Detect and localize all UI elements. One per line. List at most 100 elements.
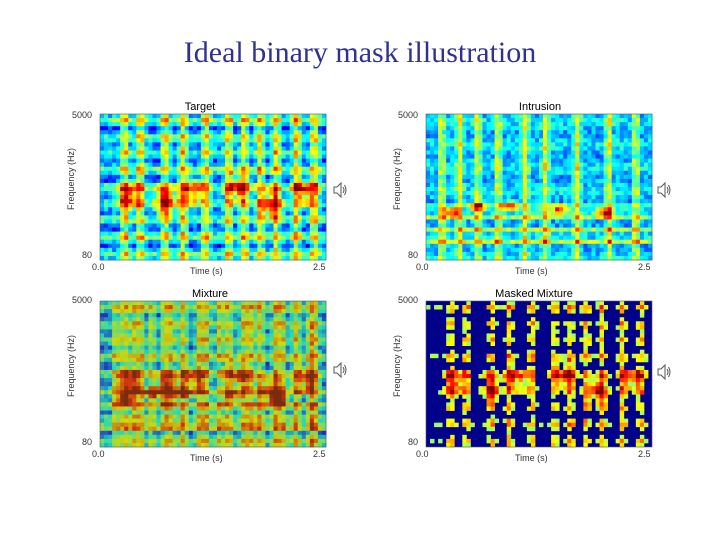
- spectrogram-cell: [120, 426, 125, 432]
- spectrogram-cell: [213, 150, 218, 155]
- spectrogram-cell: [156, 386, 161, 391]
- spectrogram-cell: [603, 162, 609, 168]
- spectrogram-cell: [108, 305, 113, 310]
- spectrogram-cell: [132, 402, 137, 407]
- spectrogram-cell: [253, 118, 258, 123]
- spectrogram-cell: [192, 337, 198, 342]
- spectrogram-cell: [551, 203, 556, 208]
- spectrogram-cell: [108, 422, 113, 428]
- spectrogram-cell: [188, 349, 194, 355]
- spectrogram-cell: [164, 317, 170, 322]
- spectrogram-cell: [446, 166, 451, 172]
- spectrogram-cell: [200, 382, 206, 387]
- spectrogram-cell: [498, 146, 504, 151]
- spectrogram-cell: [120, 126, 125, 131]
- spectrogram-cell: [567, 170, 572, 176]
- spectrogram-cell: [474, 223, 479, 228]
- spectrogram-cell: [128, 134, 133, 139]
- spectrogram-cell: [200, 321, 206, 326]
- spectrogram-cell: [309, 182, 315, 188]
- spectrogram-cell: [269, 255, 274, 261]
- spectrogram-cell: [168, 219, 174, 224]
- spectrogram-cell: [313, 195, 319, 200]
- spectrogram-cell: [269, 195, 274, 200]
- spectrogram-cell: [470, 150, 475, 155]
- spectrogram-cell: [140, 394, 145, 399]
- spectrogram-cell: [647, 174, 653, 180]
- spectrogram-cell: [188, 357, 194, 363]
- spectrogram-cell: [136, 166, 141, 172]
- spectrogram-cell: [522, 178, 528, 184]
- spectrogram-cell: [490, 126, 496, 131]
- spectrogram-cell: [233, 235, 238, 241]
- spectrogram-cell: [136, 235, 141, 241]
- spectrogram-cell: [132, 438, 137, 444]
- spectrogram-cell: [530, 203, 536, 208]
- spectrogram-cell: [196, 329, 202, 334]
- spectrogram-cell: [446, 158, 451, 164]
- spectrogram-cell: [192, 353, 198, 359]
- spectrogram-cell: [152, 239, 157, 245]
- spectrogram-cell: [208, 162, 214, 168]
- spectrogram-cell: [208, 150, 214, 155]
- spectrogram-cell: [140, 235, 145, 241]
- spectrogram-cell: [623, 251, 629, 257]
- spectrogram-cell: [200, 114, 206, 119]
- spectrogram-cell: [124, 329, 129, 334]
- spectrogram-cell: [156, 231, 161, 237]
- spectrogram-cell: [200, 154, 206, 160]
- spectrogram-cell: [172, 170, 178, 176]
- spectrogram-cell: [534, 195, 540, 200]
- spectrogram-cell: [595, 182, 600, 188]
- spectrogram-cell: [534, 203, 540, 208]
- x-tick-start: 0.0: [416, 262, 429, 272]
- spectrogram-cell: [470, 166, 475, 172]
- spectrogram-cell: [176, 138, 182, 143]
- spectrogram-cell: [494, 239, 500, 245]
- spectrogram-cell: [442, 207, 447, 212]
- spectrogram-cell: [611, 138, 617, 143]
- spectrogram-cell: [603, 207, 609, 212]
- spectrogram-cell: [104, 430, 109, 436]
- spectrogram-cell: [502, 118, 508, 123]
- spectrogram-cell: [148, 369, 153, 375]
- spectrogram-cell: [277, 247, 283, 253]
- spectrogram-cell: [140, 402, 145, 407]
- speaker-icon[interactable]: [332, 180, 348, 200]
- spectrogram-cell: [434, 122, 439, 127]
- spectrogram-cell: [285, 154, 291, 160]
- spectrogram-cell: [200, 215, 206, 220]
- spectrogram-cell: [136, 410, 141, 415]
- spectrogram-cell: [530, 162, 536, 168]
- spectrogram-cell: [555, 211, 560, 216]
- spectrogram-cell: [116, 369, 121, 375]
- spectrogram-cell: [478, 215, 483, 220]
- spectrogram-cell: [176, 182, 182, 188]
- spectrogram-cell: [579, 207, 584, 212]
- spectrogram-cell: [543, 211, 548, 216]
- spectrogram-cell: [204, 114, 210, 119]
- spectrogram-cell: [104, 251, 109, 257]
- spectrogram-cell: [575, 203, 580, 208]
- spectrogram-cell: [438, 223, 443, 228]
- spectrogram-cell: [124, 146, 129, 151]
- speaker-icon[interactable]: [656, 180, 672, 200]
- spectrogram-cell: [104, 402, 109, 407]
- spectrogram-cell: [571, 231, 576, 237]
- spectrogram-cell: [551, 174, 556, 180]
- spectrogram-cell: [631, 211, 637, 216]
- spectrogram-cell: [168, 199, 174, 204]
- spectrogram-cell: [506, 215, 512, 220]
- spectrogram-cell: [104, 231, 109, 237]
- spectrogram-cell: [136, 345, 141, 351]
- spectrogram-cell: [176, 154, 182, 160]
- spectrogram-cell: [522, 162, 528, 168]
- spectrogram-cell: [184, 357, 190, 363]
- spectrogram-cell: [607, 134, 613, 139]
- spectrogram-cell: [518, 251, 524, 257]
- spectrogram-cell: [454, 134, 459, 139]
- spectrogram-cell: [563, 142, 568, 147]
- spectrogram-cell: [245, 255, 250, 261]
- spectrogram-cell: [221, 146, 226, 151]
- spectrogram-cell: [112, 414, 117, 420]
